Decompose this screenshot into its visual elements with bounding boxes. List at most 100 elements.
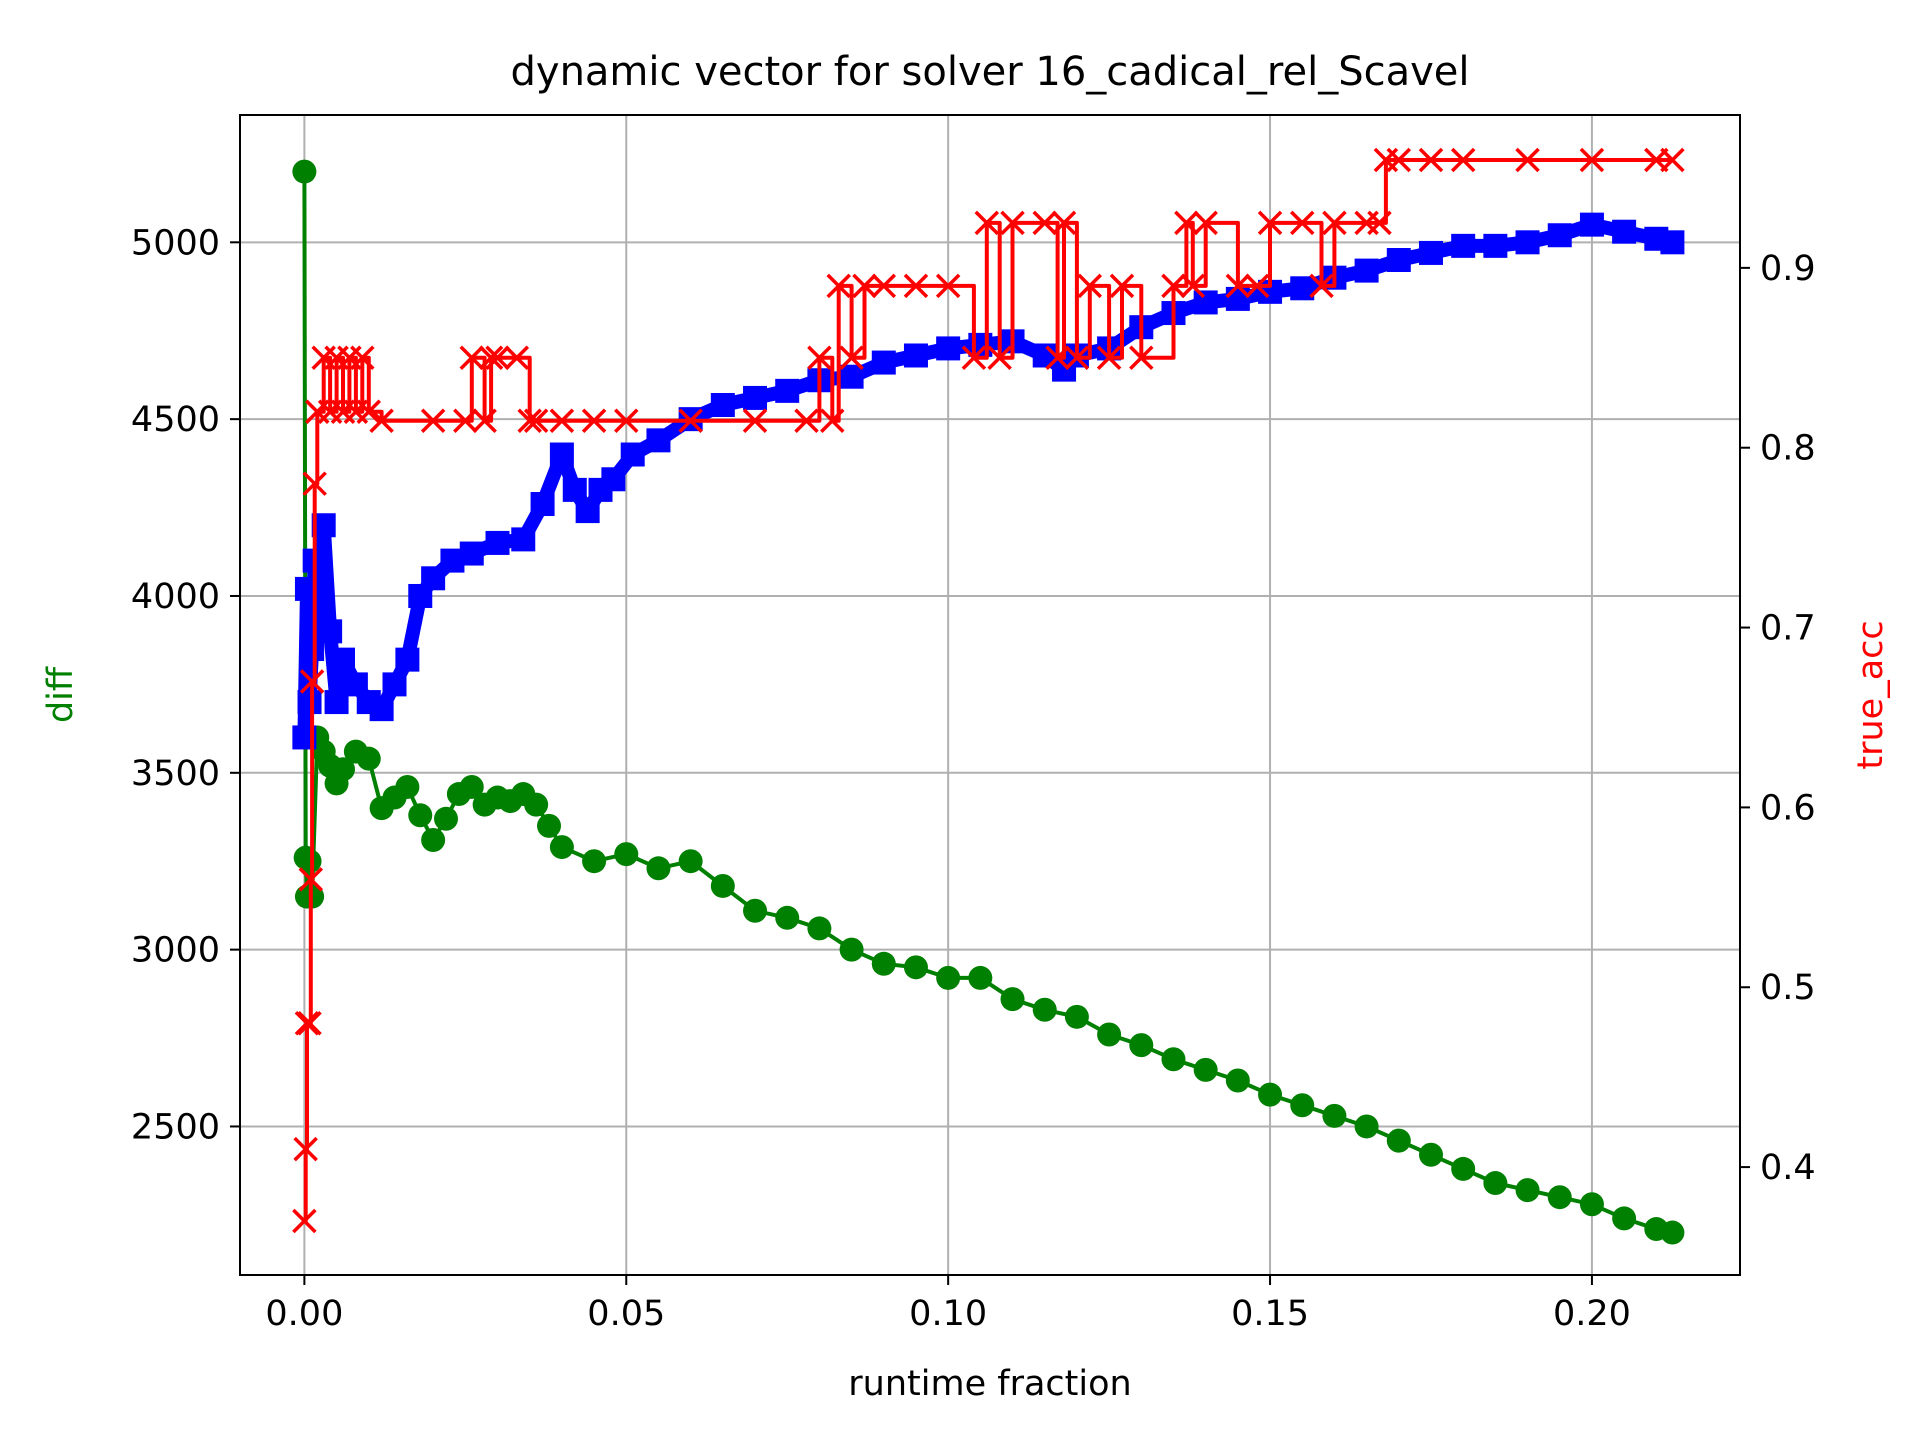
data-point-square: [331, 647, 356, 672]
data-point-circle: [1129, 1033, 1154, 1058]
data-point-x: [1367, 210, 1392, 236]
data-point-circle: [1483, 1171, 1508, 1196]
data-point-square: [601, 467, 626, 492]
data-point-x: [350, 345, 375, 371]
y-tick-label-right: 0.9: [1760, 249, 1816, 289]
axis-ticks: 0.00 0.05 0.10 0.15 0.20 2500 3000 3500 4000 4500…: [131, 223, 1816, 1334]
x-axis-label: runtime fraction: [848, 1364, 1131, 1404]
data-point-x: [453, 408, 478, 433]
data-point-circle: [549, 835, 574, 860]
data-point-circle: [1225, 1068, 1250, 1093]
data-point-circle: [614, 842, 639, 867]
data-point-square: [395, 647, 420, 672]
data-point-square: [620, 442, 645, 467]
data-point-square: [1225, 286, 1250, 311]
data-point-square: [485, 530, 510, 555]
data-point-x: [1129, 345, 1154, 371]
data-point-circle: [646, 856, 671, 881]
data-point-x: [302, 471, 327, 496]
data-point-square: [369, 697, 394, 722]
data-point-circle: [1579, 1192, 1604, 1217]
y-tick-label-left: 5000: [131, 223, 220, 263]
data-point-x: [420, 408, 446, 433]
data-point-circle: [936, 965, 961, 990]
data-point-x: [1225, 273, 1251, 299]
data-point-square: [1386, 248, 1411, 272]
data-point-square: [710, 393, 735, 417]
y-tick-label-right: 0.8: [1760, 429, 1816, 469]
data-point-x: [935, 273, 961, 299]
data-point-circle: [1097, 1022, 1122, 1047]
data-point-circle: [459, 774, 484, 799]
y-tick-label-right: 0.7: [1760, 609, 1816, 649]
y-tick-label-left: 4500: [131, 400, 220, 440]
data-point-square: [1515, 230, 1540, 255]
data-point-x: [299, 669, 325, 694]
data-point-x: [504, 345, 530, 371]
data-point-x: [1660, 147, 1685, 173]
data-point-circle: [395, 774, 420, 799]
data-point-x: [485, 345, 510, 371]
data-point-circle: [356, 746, 381, 771]
data-point-square: [382, 672, 407, 697]
data-point-x: [1161, 273, 1186, 299]
data-point-circle: [537, 813, 562, 838]
y-tick-label-left: 3500: [131, 754, 220, 794]
data-point-x: [614, 408, 639, 433]
data-point-square: [549, 442, 574, 467]
data-point-square: [646, 428, 671, 453]
y-tick-label-right: 0.5: [1760, 968, 1816, 1008]
data-point-x: [1579, 147, 1605, 173]
data-point-x: [293, 1136, 318, 1162]
data-point-circle: [1451, 1156, 1476, 1181]
data-point-circle: [1322, 1103, 1347, 1128]
x-tick-label: 0.00: [265, 1294, 343, 1334]
data-point-square: [1354, 258, 1379, 283]
data-point-square: [839, 364, 864, 389]
data-point-square: [530, 492, 555, 517]
data-point-square: [1579, 212, 1604, 237]
data-point-x: [472, 408, 497, 433]
data-point-x: [1045, 345, 1070, 371]
data-point-x: [820, 408, 845, 433]
data-point-x: [478, 345, 504, 371]
data-point-square: [1547, 223, 1572, 248]
data-point-x: [974, 210, 1000, 236]
data-point-x: [1386, 147, 1412, 173]
data-point-x: [369, 408, 394, 433]
data-point-x: [298, 867, 324, 892]
data-point-circle: [582, 849, 607, 874]
y-tick-label-right: 0.6: [1760, 788, 1816, 828]
data-point-circle: [839, 937, 864, 962]
data-point-square: [562, 477, 587, 502]
data-point-x: [1032, 210, 1057, 236]
data-point-circle: [710, 873, 735, 898]
data-point-x: [517, 408, 542, 433]
data-point-x: [297, 1010, 322, 1036]
data-point-circle: [1547, 1185, 1572, 1210]
y-tick-label-left: 2500: [131, 1107, 220, 1147]
data-point-circle: [1032, 997, 1057, 1022]
data-point-x: [839, 345, 864, 371]
data-point-x: [459, 345, 484, 371]
data-point-x: [1418, 147, 1444, 173]
data-point-x: [1450, 147, 1476, 173]
plot-series: [292, 147, 1685, 1245]
data-point-circle: [297, 849, 322, 874]
y-tick-label-left: 3000: [131, 931, 220, 971]
data-point-circle: [1161, 1047, 1186, 1072]
data-point-x: [1257, 210, 1283, 236]
data-point-x: [1109, 273, 1135, 299]
data-point-x: [852, 273, 877, 299]
data-point-x: [1309, 273, 1334, 299]
data-point-square: [1612, 219, 1637, 244]
data-point-circle: [1515, 1178, 1540, 1203]
data-point-circle: [1000, 987, 1025, 1012]
data-point-x: [903, 273, 929, 299]
data-point-square: [575, 499, 600, 524]
data-point-square: [459, 541, 484, 566]
data-point-x: [794, 408, 819, 433]
data-point-square: [318, 619, 343, 644]
data-point-square: [743, 385, 768, 410]
